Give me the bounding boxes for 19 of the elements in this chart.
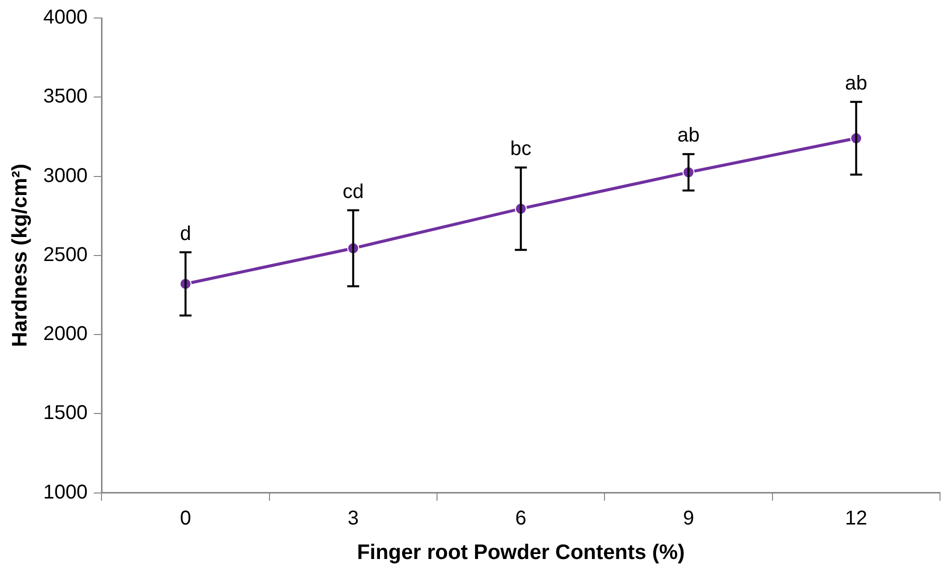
x-axis-title: Finger root Powder Contents (%) <box>356 541 685 564</box>
y-tick-label: 3000 <box>43 164 88 187</box>
annotation: ab <box>845 72 868 94</box>
x-tick-label: 12 <box>845 507 868 530</box>
annotation: bc <box>510 138 532 160</box>
y-tick-label: 2000 <box>43 323 88 346</box>
y-tick-label: 1500 <box>43 402 88 424</box>
y-axis-title: Hardness (kg/cm²) <box>8 164 32 348</box>
x-tick-label: 0 <box>180 507 192 530</box>
x-tick-label: 3 <box>348 507 359 530</box>
y-tick-label: 4000 <box>43 6 88 29</box>
annotation: d <box>180 222 192 245</box>
annotation: ab <box>677 124 700 147</box>
x-tick-label: 6 <box>515 507 526 530</box>
x-tick-label: 9 <box>682 507 694 530</box>
annotation: cd <box>342 180 364 203</box>
y-tick-label: 3500 <box>43 86 88 108</box>
y-tick-label: 2500 <box>43 244 88 266</box>
y-tick-label: 1000 <box>43 481 88 504</box>
